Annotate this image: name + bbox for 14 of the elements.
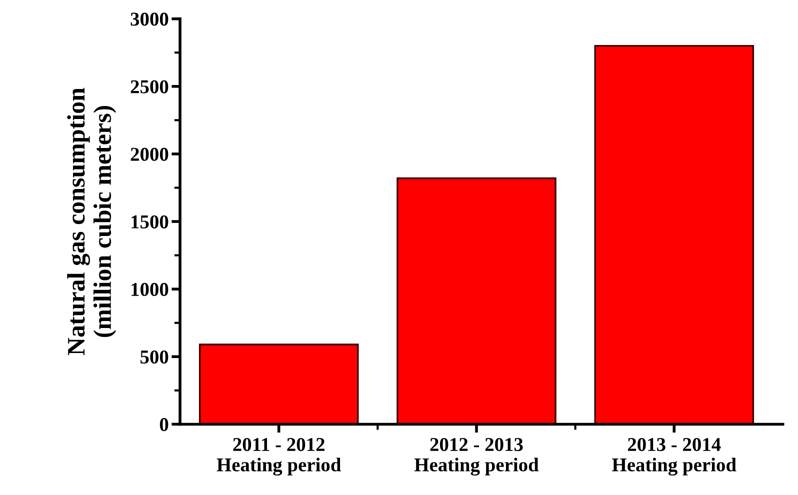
y-tick-label: 2500 (130, 80, 168, 94)
bar (198, 344, 359, 424)
y-tick-label: 1500 (132, 215, 168, 228)
bar (396, 177, 556, 424)
x-tick-label: 2012 - 2013 Heating period (414, 438, 539, 476)
y-tick-label: 3000 (130, 12, 168, 26)
y-tick-label: 2000 (130, 148, 168, 161)
y-tick-label: 500 (140, 350, 168, 364)
y-tick-label: 0 (160, 418, 168, 432)
y-axis-title: Natural gas consumption (million cubic meters) (67, 88, 116, 356)
y-tick-label: 1000 (132, 282, 168, 296)
x-tick-label: 2013 - 2014 Heating period (612, 438, 736, 476)
bar (594, 45, 754, 424)
x-tick-label: 2011 - 2012 Heating period (216, 438, 342, 476)
